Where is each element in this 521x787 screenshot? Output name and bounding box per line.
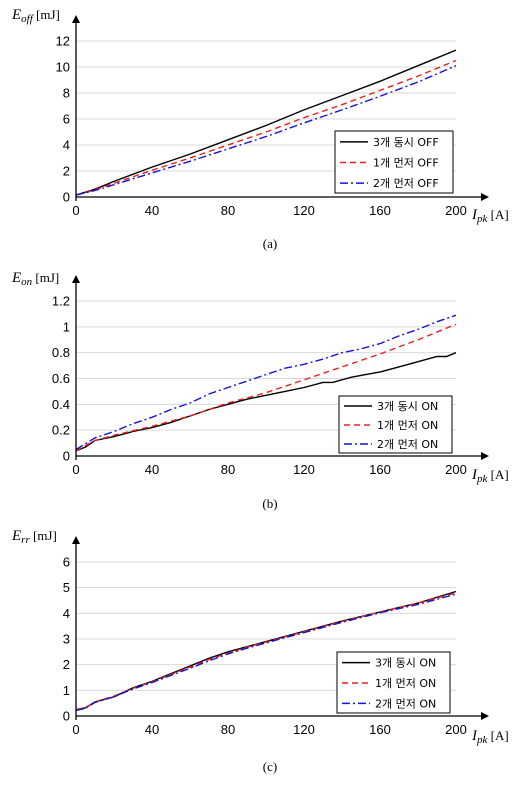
y-tick-label: 8 [63, 86, 70, 101]
x-axis-label: Ipk [A] [471, 728, 509, 746]
x-tick-label: 200 [445, 462, 467, 477]
x-tick-label: 40 [145, 203, 159, 218]
y-tick-label: 1.2 [52, 294, 70, 309]
series-line [75, 49, 457, 196]
y-tick-label: 10 [56, 60, 70, 75]
x-tick-label: 0 [72, 722, 79, 737]
y-axis-arrow [72, 536, 80, 544]
x-tick-label: 120 [293, 462, 315, 477]
figure-caption: (a) [263, 236, 277, 251]
y-tick-label: 6 [63, 112, 70, 127]
legend-box [334, 130, 454, 194]
legend-label: 2개 먼저 ON [375, 697, 436, 710]
y-axis-arrow [72, 275, 80, 283]
x-tick-label: 120 [293, 203, 315, 218]
legend-label: 2개 먼저 OFF [373, 177, 439, 190]
x-tick-label: 40 [145, 462, 159, 477]
series-line [75, 592, 457, 711]
series-line [75, 352, 457, 452]
y-tick-label: 0.2 [52, 423, 70, 438]
chart-panel: 0 40 80 120 160 200 0 2 4 6 8 10 12 Eoff [mJ] Ipk [A] (… [11, 7, 509, 251]
legend-label: 3개 동시 OFF [373, 136, 439, 149]
y-tick-label: 0 [63, 449, 70, 464]
x-axis-arrow [481, 712, 489, 720]
x-tick-label: 80 [221, 462, 235, 477]
y-tick-label: 0 [63, 709, 70, 724]
x-tick-label: 160 [369, 203, 391, 218]
legend: 3개 동시 ON 1개 먼저 ON 2개 먼저 ON [336, 651, 451, 714]
legend-label: 3개 동시 ON [377, 400, 438, 413]
y-tick-label: 4 [63, 138, 70, 153]
x-tick-label: 80 [221, 203, 235, 218]
legend-label: 1개 먼저 OFF [373, 157, 439, 170]
x-tick-label: 40 [145, 722, 159, 737]
y-axis-arrow [72, 15, 80, 23]
series-line [75, 314, 457, 451]
x-axis-arrow [481, 193, 489, 201]
y-tick-label: 5 [63, 580, 70, 595]
series-line [75, 593, 457, 712]
x-tick-label: 160 [369, 722, 391, 737]
legend: 3개 동시 OFF 1개 먼저 OFF 2개 먼저 OFF [334, 130, 454, 194]
chart-panel: 0 40 80 120 160 200 0 0.2 0.4 0.6 0.8 1 1.2 Eon [mJ] I… [11, 270, 509, 511]
y-tick-label: 1 [63, 319, 70, 334]
x-tick-label: 0 [72, 462, 79, 477]
y-tick-label: 1 [63, 683, 70, 698]
y-tick-label: 2 [63, 164, 70, 179]
y-tick-label: 4 [63, 606, 70, 621]
y-axis-label: Eon [mJ] [11, 270, 59, 288]
legend-label: 1개 먼저 ON [375, 677, 436, 690]
x-axis-label: Ipk [A] [471, 467, 509, 485]
x-axis-label: Ipk [A] [471, 207, 509, 225]
x-tick-label: 160 [369, 462, 391, 477]
legend-label: 1개 먼저 ON [377, 419, 438, 432]
y-tick-label: 0 [63, 190, 70, 205]
y-tick-label: 12 [56, 34, 70, 49]
series-line [75, 65, 457, 196]
series-line [75, 59, 457, 196]
x-tick-label: 80 [221, 722, 235, 737]
legend-label: 2개 먼저 ON [377, 438, 438, 451]
y-tick-label: 3 [63, 632, 70, 647]
legend: 3개 동시 ON 1개 먼저 ON 2개 먼저 ON [338, 395, 453, 454]
y-axis-label: Eoff [mJ] [11, 7, 60, 25]
x-tick-label: 120 [293, 722, 315, 737]
legend-label: 3개 동시 ON [375, 657, 436, 670]
y-tick-label: 0.6 [52, 371, 70, 386]
x-axis-arrow [481, 452, 489, 460]
y-tick-label: 2 [63, 657, 70, 672]
x-tick-label: 200 [445, 203, 467, 218]
chart-panel: 0 40 80 120 160 200 0 1 2 3 4 5 6 Err [mJ] Ipk [A] (c) 3… [11, 528, 509, 774]
x-tick-label: 200 [445, 722, 467, 737]
figure-caption: (c) [263, 759, 277, 774]
y-tick-label: 0.4 [52, 397, 70, 412]
x-tick-label: 0 [72, 203, 79, 218]
figure-caption: (b) [262, 496, 277, 511]
y-tick-label: 0.8 [52, 345, 70, 360]
y-tick-label: 6 [63, 555, 70, 570]
y-axis-label: Err [mJ] [11, 528, 57, 546]
